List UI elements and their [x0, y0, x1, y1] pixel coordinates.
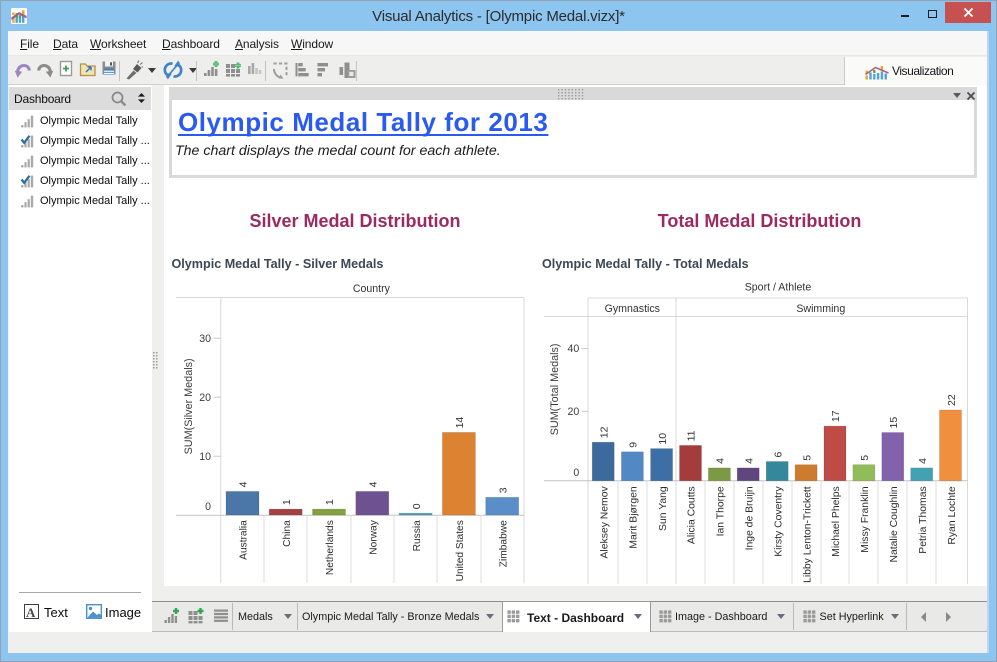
- svg-text:30: 30: [199, 333, 211, 345]
- svg-text:Marit Bjørgen: Marit Bjørgen: [629, 486, 640, 549]
- svg-text:10: 10: [657, 433, 669, 445]
- svg-text:0: 0: [411, 503, 423, 509]
- svg-text:6: 6: [772, 452, 784, 458]
- svg-text:Swimming: Swimming: [796, 303, 845, 315]
- svg-text:40: 40: [568, 343, 580, 355]
- svg-text:Michael Phelps: Michael Phelps: [831, 486, 842, 556]
- svg-text:United States: United States: [455, 520, 466, 581]
- svg-text:1: 1: [281, 499, 293, 505]
- svg-text:Kirsty Coventry: Kirsty Coventry: [773, 486, 784, 557]
- svg-text:Missy Franklin: Missy Franklin: [860, 486, 871, 553]
- svg-text:China: China: [282, 520, 293, 547]
- svg-text:SUM(Silver Medals): SUM(Silver Medals): [183, 358, 195, 454]
- svg-text:12: 12: [598, 426, 610, 438]
- svg-text:SUM(Total Medals): SUM(Total Medals): [549, 344, 561, 436]
- svg-text:Country: Country: [353, 283, 391, 295]
- svg-text:1: 1: [324, 499, 336, 505]
- svg-text:4: 4: [368, 481, 380, 487]
- svg-text:Inge de Bruijn: Inge de Bruijn: [745, 486, 756, 550]
- svg-text:5: 5: [859, 455, 871, 461]
- svg-text:Ian Thorpe: Ian Thorpe: [716, 486, 727, 536]
- svg-text:Ryan Lochte: Ryan Lochte: [947, 486, 958, 545]
- svg-text:10: 10: [199, 451, 211, 463]
- svg-text:17: 17: [830, 410, 842, 422]
- svg-text:4: 4: [715, 458, 727, 464]
- svg-text:22: 22: [946, 394, 958, 406]
- svg-text:0: 0: [573, 467, 579, 479]
- svg-text:4: 4: [238, 481, 250, 487]
- svg-text:Zimbabwe: Zimbabwe: [498, 520, 509, 567]
- svg-text:14: 14: [454, 417, 466, 429]
- svg-text:4: 4: [744, 458, 756, 464]
- svg-text:Gymnastics: Gymnastics: [605, 303, 660, 315]
- svg-text:3: 3: [497, 487, 509, 493]
- svg-text:11: 11: [686, 430, 698, 441]
- svg-text:Norway: Norway: [369, 519, 380, 554]
- svg-text:Alicia Coutts: Alicia Coutts: [687, 486, 698, 544]
- svg-text:Sport / Athlete: Sport / Athlete: [745, 282, 812, 294]
- svg-text:Aleksey Nemov: Aleksey Nemov: [599, 486, 610, 559]
- svg-text:9: 9: [628, 442, 640, 448]
- svg-text:Natalie Coughlin: Natalie Coughlin: [889, 486, 900, 562]
- svg-text:Russia: Russia: [412, 520, 423, 551]
- svg-text:20: 20: [199, 392, 211, 404]
- svg-text:5: 5: [801, 455, 813, 461]
- svg-text:15: 15: [888, 417, 900, 429]
- svg-text:0: 0: [205, 501, 211, 513]
- svg-text:Libby Lenton-Trickett: Libby Lenton-Trickett: [802, 486, 813, 583]
- svg-text:Sun Yang: Sun Yang: [658, 486, 669, 531]
- svg-text:Netherlands: Netherlands: [325, 520, 336, 575]
- svg-text:4: 4: [917, 458, 929, 464]
- svg-text:Petria Thomas: Petria Thomas: [918, 486, 929, 553]
- svg-text:20: 20: [568, 406, 580, 418]
- svg-text:Australia: Australia: [239, 520, 250, 560]
